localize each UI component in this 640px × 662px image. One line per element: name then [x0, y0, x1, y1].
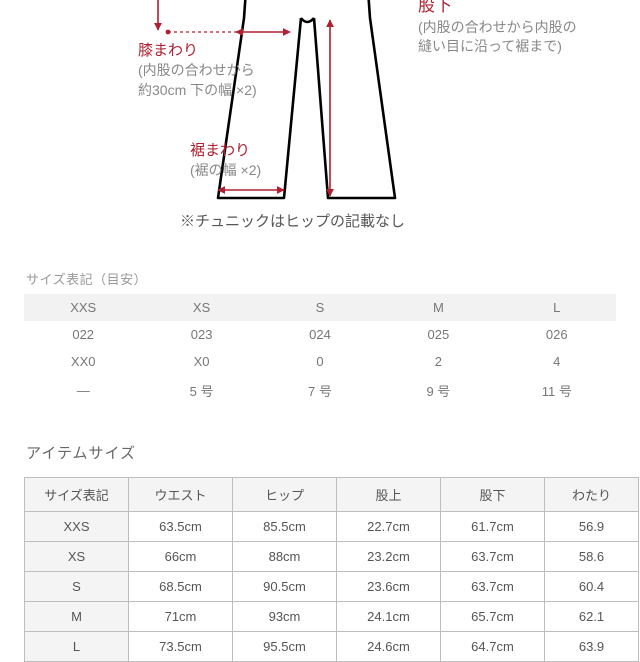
table-row: XS66cm88cm23.2cm63.7cm58.6 — [25, 542, 639, 572]
item-size-cell: 22.7cm — [337, 512, 441, 542]
item-size-cell: 24.6cm — [337, 632, 441, 662]
item-size-rowhead: L — [25, 632, 129, 662]
inseam-title: 股下 — [418, 0, 577, 18]
size-codes-header: L — [498, 294, 616, 321]
item-size-title: アイテムサイズ — [0, 406, 640, 477]
table-row: サイズ表記ウエストヒップ股上股下わたり — [25, 478, 639, 512]
item-size-cell: 95.5cm — [233, 632, 337, 662]
inseam-annotation: 股下 (内股の合わせから内股の 縫い目に沿って裾まで) — [418, 0, 577, 57]
table-row: XXS63.5cm85.5cm22.7cm61.7cm56.9 — [25, 512, 639, 542]
tunic-note: ※チュニックはヒップの記載なし — [180, 210, 405, 231]
table-row: M71cm93cm24.1cm65.7cm62.1 — [25, 602, 639, 632]
table-row: L73.5cm95.5cm24.6cm64.7cm63.9 — [25, 632, 639, 662]
item-size-cell: 68.5cm — [129, 572, 233, 602]
item-size-cell: 66cm — [129, 542, 233, 572]
size-codes-cell: X0 — [142, 348, 260, 375]
size-codes-cell: 023 — [142, 321, 260, 348]
item-size-header: ヒップ — [233, 478, 337, 512]
item-size-cell: 58.6 — [545, 542, 639, 572]
size-codes-header: XXS — [24, 294, 142, 321]
knee-desc: (内股の合わせから 約30cm 下の幅 ×2) — [138, 61, 257, 100]
hem-title: 裾まわり — [190, 140, 261, 161]
item-size-header: サイズ表記 — [25, 478, 129, 512]
item-size-table: サイズ表記ウエストヒップ股上股下わたり XXS63.5cm85.5cm22.7c… — [24, 477, 639, 662]
item-size-cell: 85.5cm — [233, 512, 337, 542]
item-size-cell: 71cm — [129, 602, 233, 632]
item-size-cell: 63.9 — [545, 632, 639, 662]
item-size-cell: 93cm — [233, 602, 337, 632]
item-size-cell: 24.1cm — [337, 602, 441, 632]
item-size-cell: 63.7cm — [441, 542, 545, 572]
size-codes-cell: 024 — [261, 321, 379, 348]
size-codes-cell: — — [24, 375, 142, 406]
table-row: XX0X0024 — [24, 348, 616, 375]
item-size-cell: 63.5cm — [129, 512, 233, 542]
item-size-cell: 23.2cm — [337, 542, 441, 572]
size-codes-cell: 5 号 — [142, 375, 260, 406]
size-codes-cell: 4 — [498, 348, 616, 375]
size-codes-cell: 0 — [261, 348, 379, 375]
item-size-cell: 61.7cm — [441, 512, 545, 542]
item-size-cell: 63.7cm — [441, 572, 545, 602]
inseam-desc: (内股の合わせから内股の 縫い目に沿って裾まで) — [418, 18, 577, 57]
item-size-cell: 64.7cm — [441, 632, 545, 662]
measurement-diagram: 膝まわり (内股の合わせから 約30cm 下の幅 ×2) 裾まわり (裾の幅 ×… — [0, 0, 640, 255]
knee-annotation: 膝まわり (内股の合わせから 約30cm 下の幅 ×2) — [138, 40, 257, 100]
knee-title: 膝まわり — [138, 40, 257, 61]
item-size-cell: 23.6cm — [337, 572, 441, 602]
item-size-rowhead: XS — [25, 542, 129, 572]
hem-annotation: 裾まわり (裾の幅 ×2) — [190, 140, 261, 181]
table-row: 022023024025026 — [24, 321, 616, 348]
size-codes-cell: 7 号 — [261, 375, 379, 406]
item-size-rowhead: S — [25, 572, 129, 602]
size-codes-cell: 026 — [498, 321, 616, 348]
item-size-rowhead: M — [25, 602, 129, 632]
size-codes-cell: 2 — [379, 348, 497, 375]
item-size-cell: 62.1 — [545, 602, 639, 632]
item-size-header: 股上 — [337, 478, 441, 512]
table-row: —5 号7 号9 号11 号 — [24, 375, 616, 406]
item-size-header: ウエスト — [129, 478, 233, 512]
item-size-cell: 60.4 — [545, 572, 639, 602]
item-size-cell: 88cm — [233, 542, 337, 572]
item-size-cell: 90.5cm — [233, 572, 337, 602]
size-codes-title: サイズ表記（目安） — [0, 255, 640, 294]
item-size-header: わたり — [545, 478, 639, 512]
size-codes-table: XXSXSSML 022023024025026XX0X0024—5 号7 号9… — [24, 294, 616, 406]
size-codes-cell: 9 号 — [379, 375, 497, 406]
size-codes-header: S — [261, 294, 379, 321]
size-codes-cell: 11 号 — [498, 375, 616, 406]
item-size-cell: 73.5cm — [129, 632, 233, 662]
item-size-cell: 65.7cm — [441, 602, 545, 632]
table-row: XXSXSSML — [24, 294, 616, 321]
item-size-cell: 56.9 — [545, 512, 639, 542]
size-codes-header: M — [379, 294, 497, 321]
hem-desc: (裾の幅 ×2) — [190, 161, 261, 181]
item-size-rowhead: XXS — [25, 512, 129, 542]
item-size-header: 股下 — [441, 478, 545, 512]
size-codes-cell: 025 — [379, 321, 497, 348]
table-row: S68.5cm90.5cm23.6cm63.7cm60.4 — [25, 572, 639, 602]
size-codes-header: XS — [142, 294, 260, 321]
size-codes-cell: XX0 — [24, 348, 142, 375]
size-codes-cell: 022 — [24, 321, 142, 348]
